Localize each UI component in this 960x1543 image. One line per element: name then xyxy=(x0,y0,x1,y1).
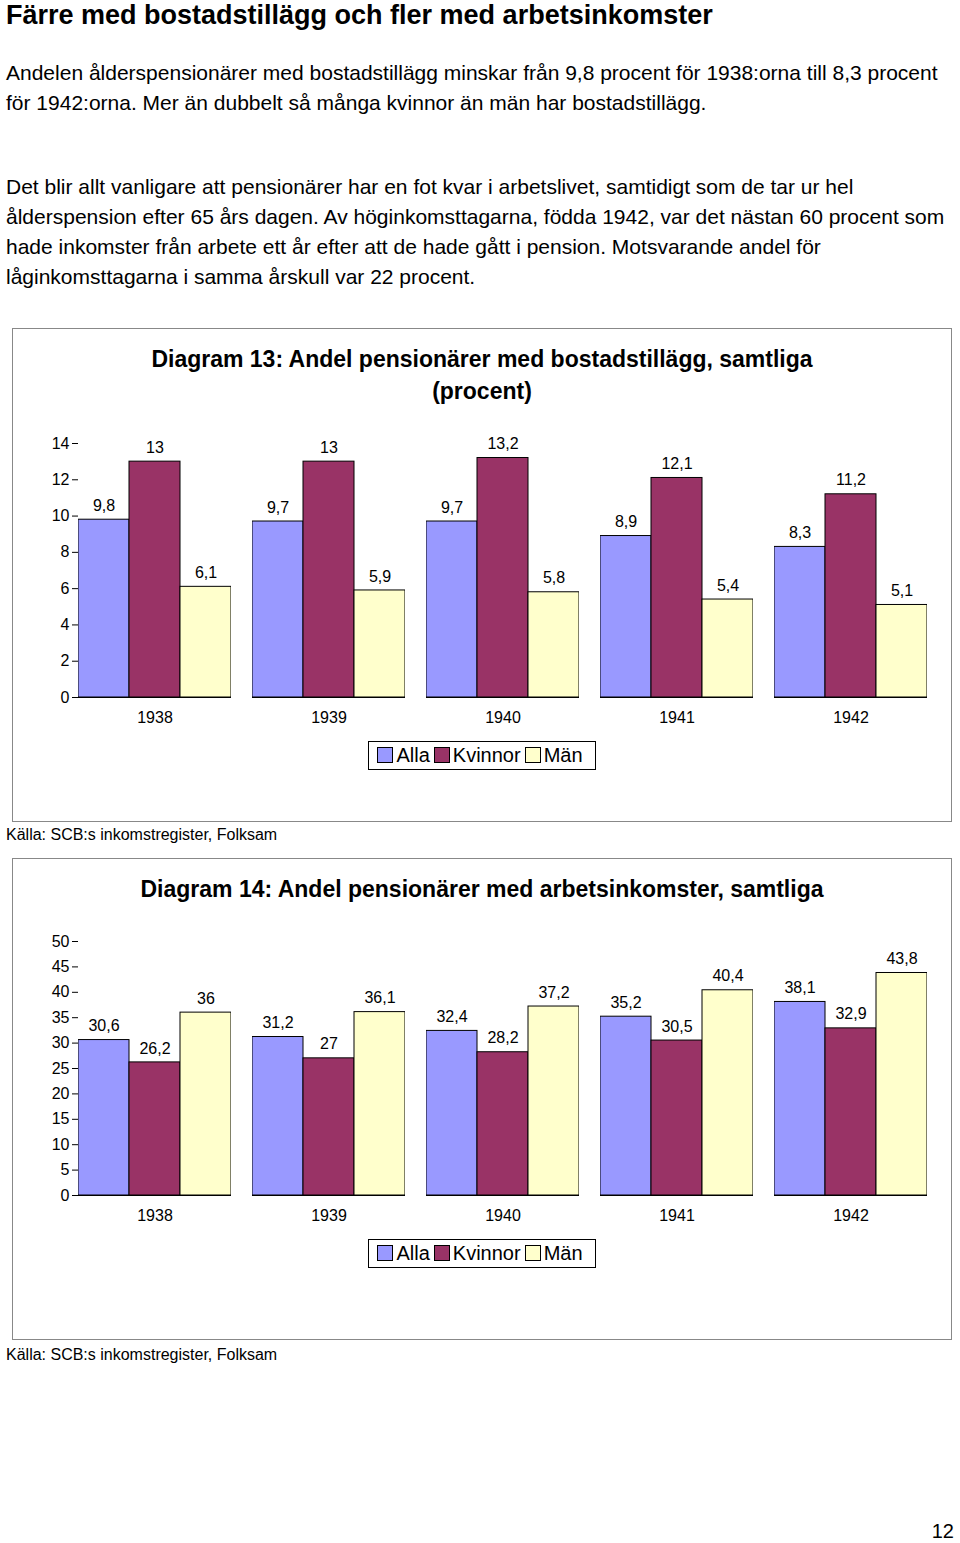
svg-text:20: 20 xyxy=(52,1085,70,1102)
svg-text:11,2: 11,2 xyxy=(836,471,866,488)
svg-text:5,1: 5,1 xyxy=(891,582,913,599)
html-text:Kvinnor: Kvinnor xyxy=(452,744,521,766)
svg-text:30,5: 30,5 xyxy=(661,1018,692,1035)
svg-text:10: 10 xyxy=(52,1136,70,1153)
svg-text:1939: 1939 xyxy=(311,1207,347,1224)
svg-text:40: 40 xyxy=(52,983,70,1000)
svg-text:1941: 1941 xyxy=(659,709,695,726)
svg-text:1938: 1938 xyxy=(137,709,173,726)
svg-text:26,2: 26,2 xyxy=(139,1040,170,1057)
svg-text:0: 0 xyxy=(61,689,70,706)
svg-text:40,4: 40,4 xyxy=(712,967,743,984)
svg-text:5,4: 5,4 xyxy=(717,577,739,594)
html-text:Färre med bostadstillägg och f: Färre med bostadstillägg och fler med ar… xyxy=(6,0,713,30)
svg-text:1939: 1939 xyxy=(311,709,347,726)
svg-text:13,2: 13,2 xyxy=(487,435,518,452)
svg-text:8,3: 8,3 xyxy=(789,524,811,541)
svg-text:35,2: 35,2 xyxy=(610,994,641,1011)
html-text:Män: Män xyxy=(543,744,583,766)
svg-text:5,8: 5,8 xyxy=(543,569,565,586)
svg-text:50: 50 xyxy=(52,933,70,950)
svg-text:0: 0 xyxy=(61,1187,70,1204)
html-text:Källa: SCB:s inkomstregister,: Källa: SCB:s inkomstregister, Folksam xyxy=(6,826,278,843)
html-text:Alla: Alla xyxy=(396,744,430,766)
html-text:Diagram 14: Andel pensionärer: Diagram 14: Andel pensionärer med arbets… xyxy=(140,876,824,902)
svg-text:32,4: 32,4 xyxy=(436,1008,467,1025)
svg-text:13: 13 xyxy=(146,439,164,456)
svg-text:1940: 1940 xyxy=(485,709,521,726)
svg-text:36,1: 36,1 xyxy=(364,989,395,1006)
svg-text:9,7: 9,7 xyxy=(441,499,463,516)
svg-text:2: 2 xyxy=(61,652,70,669)
html-text:Det blir allt vanligare att pe: Det blir allt vanligare att pensionärer … xyxy=(6,175,945,288)
svg-text:38,1: 38,1 xyxy=(784,979,815,996)
svg-text:37,2: 37,2 xyxy=(538,984,569,1001)
svg-text:31,2: 31,2 xyxy=(262,1014,293,1031)
html-text:Källa: SCB:s inkomstregister,: Källa: SCB:s inkomstregister, Folksam xyxy=(6,1346,278,1363)
svg-text:6: 6 xyxy=(61,580,70,597)
svg-text:9,7: 9,7 xyxy=(267,499,289,516)
svg-text:5,9: 5,9 xyxy=(369,568,391,585)
svg-text:30: 30 xyxy=(52,1034,70,1051)
svg-text:10: 10 xyxy=(52,507,70,524)
html-text:Andelen ålderspensionärer med: Andelen ålderspensionärer med bostadstil… xyxy=(6,61,938,114)
svg-text:8,9: 8,9 xyxy=(615,513,637,530)
svg-text:1940: 1940 xyxy=(485,1207,521,1224)
svg-text:12: 12 xyxy=(52,471,70,488)
svg-text:9,8: 9,8 xyxy=(93,497,115,514)
svg-text:1938: 1938 xyxy=(137,1207,173,1224)
svg-text:14: 14 xyxy=(52,435,70,452)
svg-text:43,8: 43,8 xyxy=(886,950,917,967)
html-text:Kvinnor: Kvinnor xyxy=(452,1242,521,1264)
svg-text:8: 8 xyxy=(61,543,70,560)
html-text:Män: Män xyxy=(543,1242,583,1264)
svg-text:1941: 1941 xyxy=(659,1207,695,1224)
svg-text:4: 4 xyxy=(61,616,70,633)
svg-text:27: 27 xyxy=(320,1035,338,1052)
svg-text:5: 5 xyxy=(61,1161,70,1178)
svg-text:6,1: 6,1 xyxy=(195,564,217,581)
svg-text:45: 45 xyxy=(52,958,70,975)
html-text:Diagram 13: Andel pensionärer: Diagram 13: Andel pensionärer med bostad… xyxy=(151,346,813,404)
svg-text:1942: 1942 xyxy=(833,1207,869,1224)
svg-text:1942: 1942 xyxy=(833,709,869,726)
svg-text:30,6: 30,6 xyxy=(88,1017,119,1034)
svg-text:15: 15 xyxy=(52,1110,70,1127)
html-text:12: 12 xyxy=(931,1520,954,1542)
svg-text:32,9: 32,9 xyxy=(835,1005,866,1022)
html-text:Alla: Alla xyxy=(396,1242,430,1264)
svg-text:25: 25 xyxy=(52,1060,70,1077)
svg-text:35: 35 xyxy=(52,1009,70,1026)
svg-text:36: 36 xyxy=(197,990,215,1007)
svg-text:13: 13 xyxy=(320,439,338,456)
svg-text:28,2: 28,2 xyxy=(487,1029,518,1046)
svg-text:12,1: 12,1 xyxy=(661,455,692,472)
